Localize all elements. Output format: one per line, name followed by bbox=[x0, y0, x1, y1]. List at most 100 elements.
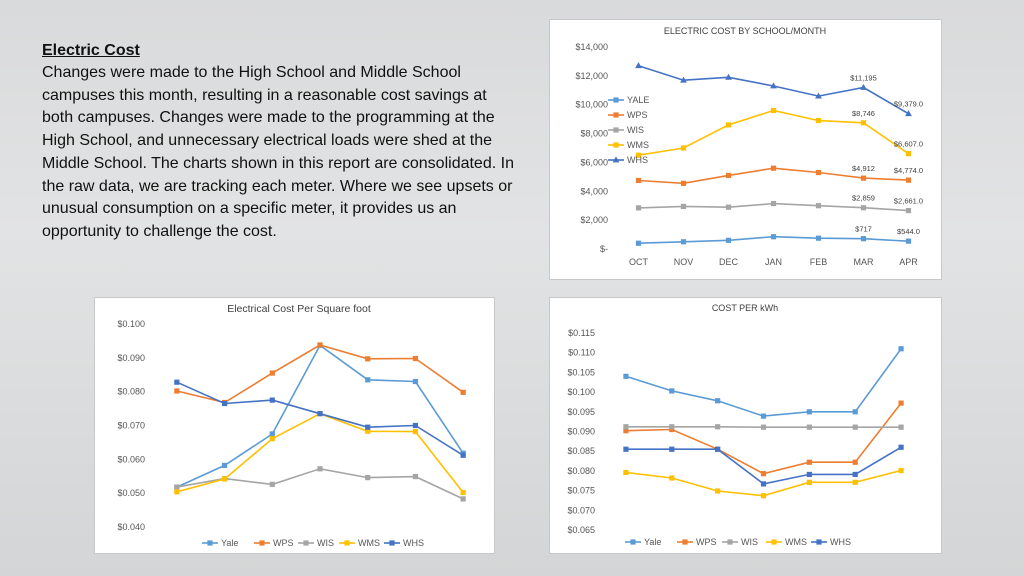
data-point-wms bbox=[806, 479, 812, 485]
electric-cost-chart: ELECTRIC COST BY SCHOOL/MONTH $- $2,000 $4,… bbox=[575, 26, 923, 267]
y-tick-label: $0.090 bbox=[567, 427, 595, 437]
data-point-wps bbox=[460, 389, 466, 395]
series-line-whs bbox=[176, 381, 464, 456]
data-point-wps bbox=[806, 459, 812, 465]
y-tick-label: $2,000 bbox=[580, 215, 608, 225]
data-point-wms bbox=[725, 122, 732, 128]
data-point-wis bbox=[365, 475, 371, 481]
data-point-wms bbox=[770, 107, 777, 114]
data-point-wms bbox=[815, 117, 822, 124]
data-point-whs bbox=[725, 73, 732, 80]
data-label: $8,746 bbox=[852, 109, 875, 118]
legend-marker-wms bbox=[613, 142, 619, 148]
data-label: $717 bbox=[855, 225, 872, 234]
legend-label: WPS bbox=[273, 538, 294, 548]
legend-label: WMS bbox=[785, 537, 807, 547]
data-point-yale bbox=[623, 373, 629, 379]
legend-marker-whs bbox=[816, 539, 822, 545]
data-point-wis bbox=[317, 466, 323, 472]
data-point-wps bbox=[898, 400, 904, 406]
data-point-wps bbox=[635, 177, 642, 184]
data-point-wps bbox=[760, 471, 767, 477]
data-point-wms bbox=[852, 479, 858, 485]
data-point-wms bbox=[174, 489, 180, 495]
data-point-wis bbox=[725, 204, 732, 210]
legend-label: WHS bbox=[403, 538, 424, 548]
y-tick-label: $0.095 bbox=[567, 407, 595, 417]
legend-label: WHS bbox=[627, 155, 648, 165]
y-tick-label: $0.100 bbox=[567, 387, 595, 397]
data-point-wps bbox=[365, 356, 371, 362]
chart-title: Electrical Cost Per Square foot bbox=[227, 303, 371, 315]
data-point-wis bbox=[815, 203, 822, 209]
data-point-yale bbox=[806, 409, 812, 415]
y-tick-label: $0.080 bbox=[567, 466, 595, 476]
legend-marker-wps bbox=[682, 539, 688, 545]
data-point-whs bbox=[269, 397, 275, 403]
y-tick-label: $0.085 bbox=[567, 446, 595, 456]
x-tick-label: OCT bbox=[629, 257, 649, 267]
data-label: $11,195 bbox=[850, 73, 877, 82]
cost-per-sqft-chart-panel: Electrical Cost Per Square foot $0.040 $0.… bbox=[94, 297, 495, 554]
data-point-whs bbox=[365, 424, 371, 430]
data-point-wps bbox=[815, 169, 822, 176]
legend-marker-yale bbox=[207, 540, 213, 546]
data-point-wps bbox=[680, 180, 687, 186]
y-tick-label: $0.075 bbox=[567, 486, 595, 496]
data-point-wms bbox=[680, 145, 687, 151]
y-tick-label: $14,000 bbox=[575, 42, 608, 52]
y-tick-label: $0.100 bbox=[117, 319, 145, 329]
section-body-paragraph: Changes were made to the High School and… bbox=[42, 64, 514, 240]
data-point-wis bbox=[905, 208, 912, 214]
data-point-wps bbox=[725, 172, 732, 179]
data-point-yale bbox=[760, 413, 767, 419]
data-point-wms bbox=[898, 467, 904, 474]
legend-marker-wis bbox=[303, 540, 309, 546]
series-line-wps bbox=[176, 344, 464, 404]
y-tick-label: $0.060 bbox=[117, 454, 145, 464]
data-point-whs bbox=[412, 422, 419, 429]
data-point-yale bbox=[669, 388, 675, 394]
data-point-wms bbox=[669, 475, 675, 481]
legend-marker-wps bbox=[613, 112, 619, 118]
data-point-wis bbox=[669, 424, 675, 430]
data-point-wis bbox=[174, 484, 180, 490]
legend-marker-wms bbox=[771, 539, 777, 545]
legend-marker-wis bbox=[613, 127, 619, 133]
data-point-wis bbox=[460, 496, 466, 502]
legend-label: Yale bbox=[221, 538, 238, 548]
data-point-yale bbox=[860, 236, 867, 242]
legend-marker-whs bbox=[389, 540, 395, 546]
y-tick-label: $0.115 bbox=[568, 328, 595, 338]
legend-marker-whs bbox=[612, 156, 620, 163]
data-label: $2,859 bbox=[852, 194, 875, 203]
data-point-wps bbox=[412, 355, 419, 362]
data-point-wms bbox=[860, 120, 867, 126]
y-tick-label: $0.050 bbox=[117, 488, 145, 498]
data-label: $4,912 bbox=[852, 164, 875, 173]
x-tick-label: NOV bbox=[674, 257, 694, 267]
data-point-whs bbox=[760, 481, 767, 487]
data-point-yale bbox=[365, 377, 371, 383]
y-tick-label: $0.080 bbox=[117, 387, 145, 397]
series-line-whs bbox=[625, 446, 902, 485]
data-point-wis bbox=[623, 424, 629, 430]
x-tick-label: MAR bbox=[854, 257, 875, 267]
y-tick-label: $0.065 bbox=[567, 525, 595, 535]
y-tick-label: $- bbox=[600, 244, 608, 254]
data-point-wms bbox=[623, 469, 629, 476]
series-line-wis bbox=[176, 467, 464, 500]
data-point-wps bbox=[860, 175, 867, 181]
y-tick-label: $0.070 bbox=[117, 421, 145, 431]
data-point-wms bbox=[715, 488, 721, 494]
legend-marker-wms bbox=[344, 540, 350, 546]
legend-label: WPS bbox=[696, 537, 717, 547]
legend-label: WPS bbox=[627, 110, 648, 120]
data-point-wis bbox=[770, 200, 777, 207]
data-point-whs bbox=[317, 411, 323, 417]
y-tick-label: $4,000 bbox=[580, 186, 608, 196]
data-label: $4,774.0 bbox=[894, 166, 923, 175]
data-point-wis bbox=[852, 424, 858, 430]
data-point-yale bbox=[815, 235, 822, 241]
data-point-yale bbox=[725, 237, 732, 243]
